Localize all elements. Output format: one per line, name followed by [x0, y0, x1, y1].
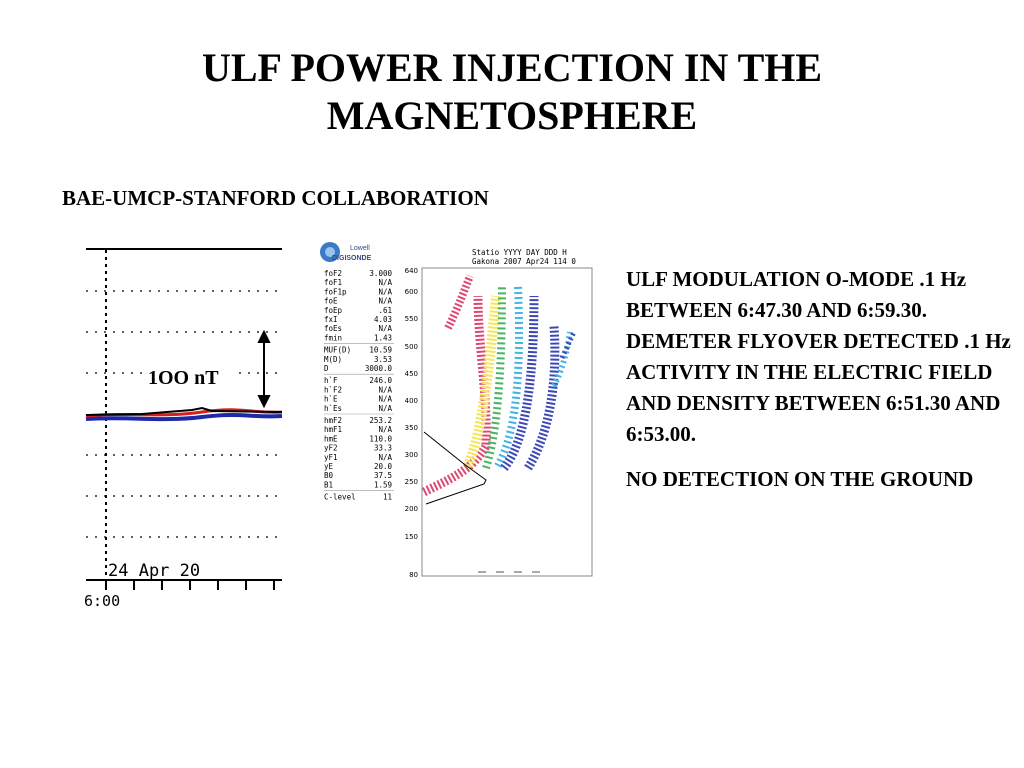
param-value: 20.0: [374, 462, 393, 471]
echo-blue-left: [500, 295, 539, 471]
param-name: hmF1: [324, 425, 342, 434]
param-value: 246.0: [369, 376, 392, 385]
param-value: 37.5: [374, 471, 392, 480]
logo-line-2: DIGISONDE: [332, 255, 372, 262]
scale-label: 1OO nT: [148, 367, 219, 389]
magnetogram-time-label: 6:00: [84, 592, 120, 610]
param-value: 253.2: [369, 416, 392, 425]
y-tick-label: 450: [405, 370, 418, 378]
param-value: 3.000: [369, 269, 392, 278]
echo-blue-right: [524, 325, 560, 471]
slide-title-line-1: ULF POWER INJECTION IN THE: [201, 45, 823, 90]
param-value: 1.43: [374, 333, 392, 342]
param-value: N/A: [378, 385, 392, 394]
param-name: M(D): [324, 355, 342, 364]
ionogram-echoes: [421, 274, 577, 497]
param-name: MUF(D): [324, 346, 351, 355]
param-name: hmE: [324, 434, 338, 443]
param-value: N/A: [378, 297, 392, 306]
magnetogram-grid: [86, 290, 282, 538]
param-value: 1.59: [374, 480, 392, 489]
ionogram-plot: Lowell DIGISONDE Statio YYYY DAY DDD H G…: [320, 242, 593, 579]
param-name: h`Es: [324, 404, 342, 413]
param-value: 33.3: [374, 444, 392, 453]
param-name: yF1: [324, 453, 338, 462]
y-tick-label: 500: [405, 343, 418, 351]
y-tick-label: 400: [405, 397, 418, 405]
param-name: yE: [324, 462, 334, 471]
scale-arrow: [257, 329, 271, 409]
param-name: foE: [324, 297, 338, 306]
magnetogram-ticks: [105, 580, 275, 590]
param-name: B1: [324, 480, 333, 489]
param-name: yF2: [324, 444, 338, 453]
body-paragraph-1: ULF MODULATION O-MODE .1 Hz BETWEEN 6:47…: [626, 267, 1011, 446]
body-paragraph-2: NO DETECTION ON THE GROUND: [626, 467, 974, 491]
y-tick-label: 250: [405, 478, 418, 486]
param-name: h`F2: [324, 385, 342, 394]
body-text: ULF MODULATION O-MODE .1 Hz BETWEEN 6:47…: [626, 264, 1016, 509]
digisonde-logo: Lowell DIGISONDE: [320, 242, 372, 262]
logo-line-1: Lowell: [350, 245, 370, 252]
param-name: foEs: [324, 324, 342, 333]
param-value: 3000.0: [365, 364, 393, 373]
y-tick-label: 300: [405, 451, 418, 459]
echo-pink-lower: [421, 295, 491, 497]
echo-pink-upper: [444, 274, 474, 330]
param-value: N/A: [378, 278, 392, 287]
param-value: N/A: [378, 324, 392, 333]
magnetogram-blue-trace: [85, 412, 283, 422]
param-name: fxI: [324, 315, 338, 324]
param-value: N/A: [378, 395, 392, 404]
param-value: 11: [383, 493, 392, 502]
magnetogram-date-label: 24 Apr 20: [108, 561, 200, 581]
ionogram-header-line-1: Statio YYYY DAY DDD H: [472, 248, 567, 257]
param-name: h`E: [324, 395, 338, 404]
ionogram-header-line-2: Gakona 2007 Apr24 114 0: [472, 257, 576, 266]
y-tick-label: 350: [405, 424, 418, 432]
param-name: foF1: [324, 278, 342, 287]
y-tick-label: 550: [405, 315, 418, 323]
param-value: N/A: [378, 404, 392, 413]
param-value: N/A: [378, 453, 392, 462]
param-name: h`F: [324, 376, 338, 385]
param-name: D: [324, 364, 329, 373]
y-tick-label: 200: [405, 505, 418, 513]
param-value: N/A: [378, 287, 392, 296]
param-name: C-level: [324, 493, 356, 502]
y-tick-label: 640: [405, 267, 418, 275]
slide-title: ULF POWER INJECTION IN THE MAGNETOSPHERE: [0, 44, 1024, 140]
echo-yellow: [463, 295, 501, 468]
ionogram-y-axis: 640 600 550 500 450 400 350 300 250 200 150 80: [405, 267, 418, 579]
param-value: 4.03: [374, 315, 392, 324]
param-name: hmF2: [324, 416, 342, 425]
slide-subtitle: BAE-UMCP-STANFORD COLLABORATION: [62, 186, 489, 210]
echo-green: [482, 285, 506, 470]
param-value: 10.59: [369, 346, 392, 355]
param-value: 110.0: [369, 434, 392, 443]
param-name: foEp: [324, 306, 343, 315]
magnetogram-plot: 1OO nT 24 Apr 20 6:00: [84, 248, 283, 610]
slide-title-line-2: MAGNETOSPHERE: [326, 93, 698, 138]
param-name: fmin: [324, 333, 342, 342]
param-value: .61: [378, 306, 392, 315]
profile-line: [423, 431, 487, 505]
y-tick-label: 600: [405, 288, 418, 296]
ionogram-frame: [421, 267, 593, 577]
param-value: 3.53: [374, 355, 392, 364]
param-name: foF2: [324, 269, 342, 278]
parameter-table: foF2 3.000 foF1 N/A foF1p N/A foE N/A foEp .61 fxI…: [324, 269, 394, 502]
param-name: B0: [324, 471, 334, 480]
y-tick-label: 80: [409, 571, 418, 579]
echo-cyan: [494, 285, 523, 468]
y-tick-label: 150: [405, 533, 418, 541]
magnetogram-black-trace: [85, 406, 283, 416]
param-value: N/A: [378, 425, 392, 434]
param-name: foF1p: [324, 287, 347, 296]
echo-cyan-right: [551, 331, 573, 388]
